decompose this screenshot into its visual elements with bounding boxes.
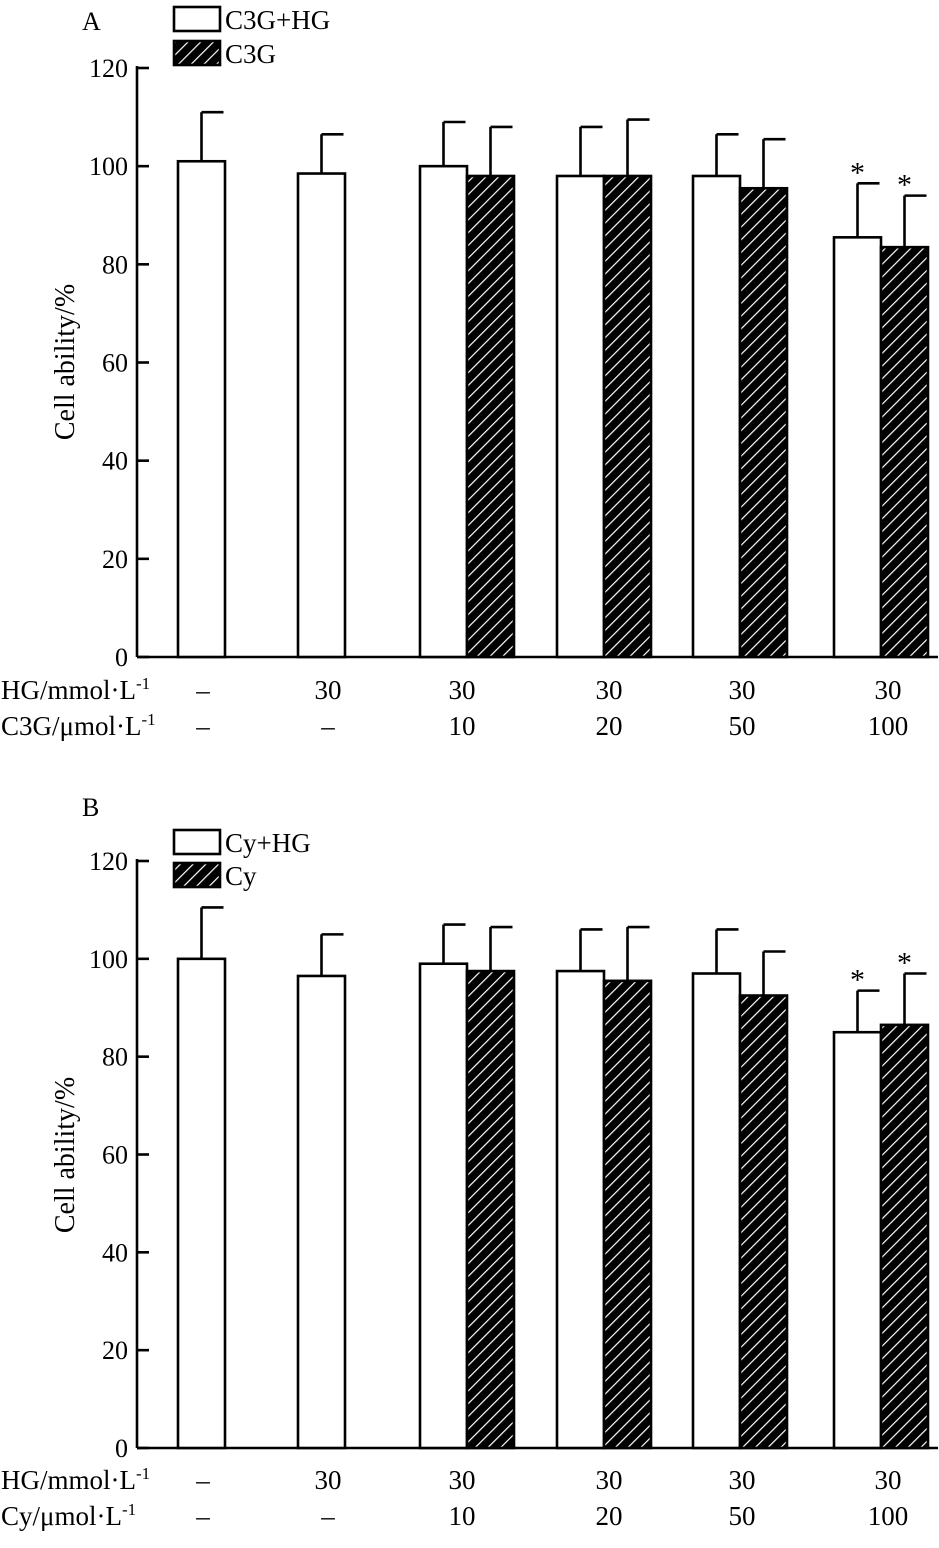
row-value: 100 [868,711,909,741]
bar-open [176,159,227,659]
row-value: 10 [449,1501,476,1531]
panel-a: A Cell ability/% 0 20 40 60 80 100 120 C3G+HG C3G *… [1,5,938,741]
legend-label: Cy+HG [225,828,311,858]
y-tick-label: 60 [102,349,128,378]
row-value: 10 [449,711,476,741]
row-value: 30 [729,675,756,705]
legend-label: Cy [225,861,257,891]
row-value: 20 [596,1501,623,1531]
y-tick-label: 60 [102,1141,128,1170]
bar-hatched [602,174,653,659]
bar-hatched [602,979,653,1450]
row-value: – [195,1501,210,1531]
bar-hatched [465,174,516,659]
row-value: 30 [449,675,476,705]
bar-hatched [879,245,930,659]
y-tick-label: 0 [115,1434,128,1463]
row-value: – [320,711,335,741]
y-tick-label: 0 [115,643,128,672]
y-axis-label: Cell ability/% [50,1077,81,1233]
significance-star: * [897,169,912,202]
row-value: 50 [729,711,756,741]
y-tick-label: 20 [102,1336,128,1365]
significance-star: * [850,964,865,997]
row-value: 30 [596,675,623,705]
significance-star: * [897,947,912,980]
bar-open [691,174,742,659]
y-tick-label: 100 [89,945,128,974]
bar-open [555,969,606,1450]
row-value: 30 [315,675,342,705]
bar-open [418,164,469,659]
legend-swatch-open [172,828,222,856]
y-tick-label: 40 [102,447,128,476]
row-value: 20 [596,711,623,741]
bar-hatched [465,969,516,1450]
legend-swatch-open [172,5,222,33]
panel-letter: A [82,7,101,36]
row-label: HG/mmol·L-1 [1,1464,150,1495]
row-value: – [195,675,210,705]
bar-open [418,962,469,1450]
legend-label: C3G [225,39,276,69]
y-tick-label: 120 [89,847,128,876]
row-label-superscript: -1 [136,674,150,693]
legend-swatch-hatched [172,861,222,889]
bar-hatched [879,1023,930,1450]
row-label: C3G/μmol·L-1 [1,710,156,741]
bar-hatched [738,186,789,659]
row-value: – [320,1501,335,1531]
legend-swatch-hatched [172,39,222,67]
row-value: – [195,1465,210,1495]
y-tick-label: 80 [102,1043,128,1072]
row-value: 30 [449,1465,476,1495]
row-value: 30 [596,1465,623,1495]
bar-hatched [738,994,789,1450]
row-value: 50 [729,1501,756,1531]
bar-open [832,236,883,659]
row-label: HG/mmol·L-1 [1,674,150,705]
row-value: 30 [875,675,902,705]
y-tick-label: 40 [102,1238,128,1267]
row-label-superscript: -1 [136,1464,150,1483]
row-label-superscript: -1 [122,1500,136,1519]
bar-open [555,174,606,659]
y-tick-label: 20 [102,545,128,574]
row-value: – [195,711,210,741]
row-label-superscript: -1 [141,710,155,729]
significance-star: * [850,156,865,189]
row-label: Cy/μmol·L-1 [1,1500,136,1531]
y-tick-label: 120 [89,54,128,83]
row-value: 30 [315,1465,342,1495]
bar-open [296,974,347,1450]
panel-letter: B [82,793,99,822]
bar-open [691,972,742,1450]
row-value: 30 [875,1465,902,1495]
row-value: 100 [868,1501,909,1531]
bar-open [832,1030,883,1450]
row-value: 30 [729,1465,756,1495]
bar-open [296,172,347,659]
legend-label: C3G+HG [225,5,330,35]
y-tick-label: 80 [102,250,128,279]
bar-open [176,957,227,1450]
y-axis-label: Cell ability/% [50,284,81,440]
y-tick-label: 100 [89,152,128,181]
